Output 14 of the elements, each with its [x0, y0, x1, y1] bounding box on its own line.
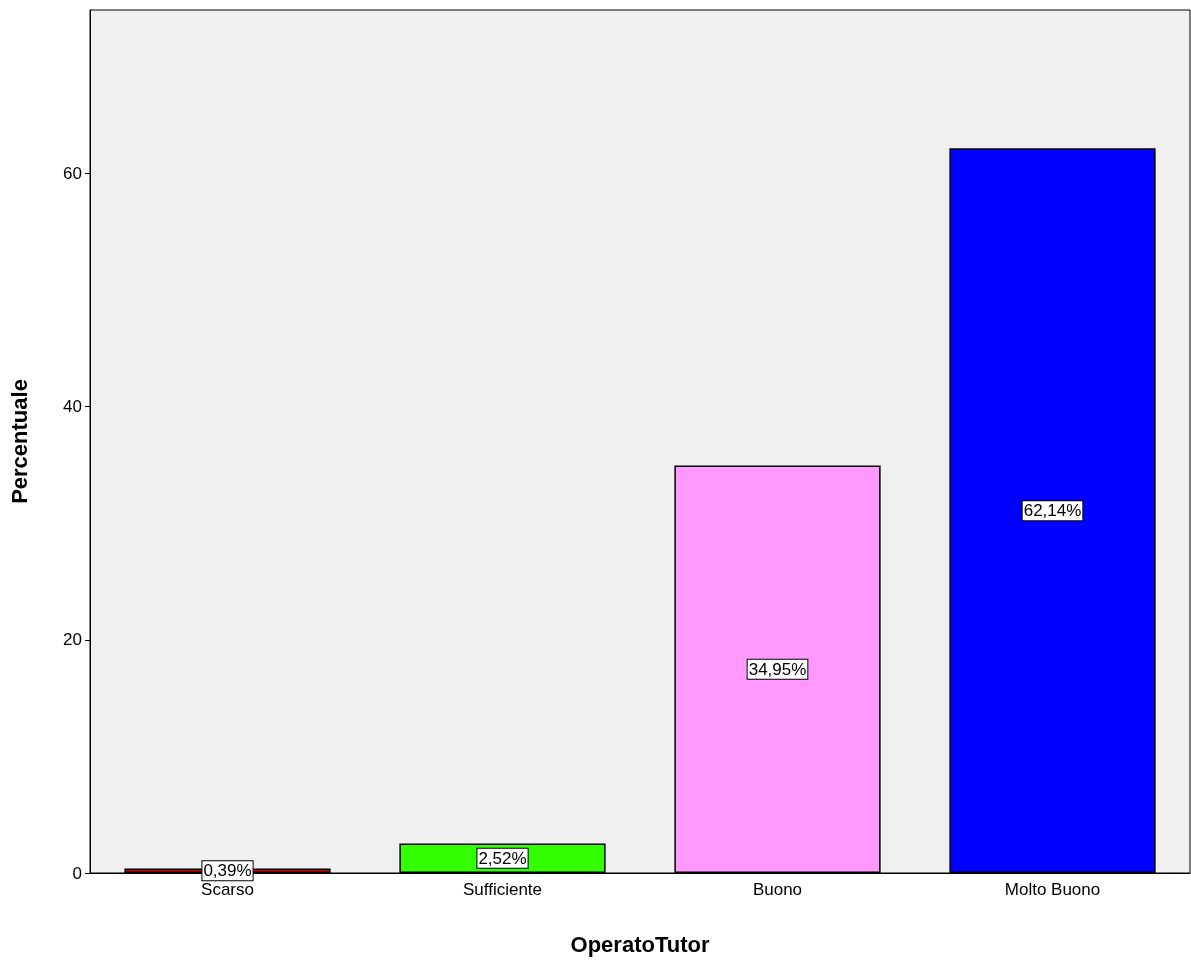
data-label: 0,39% [203, 861, 252, 881]
data-label: 2,52% [478, 848, 527, 868]
y-tick-label: 0 [72, 863, 82, 883]
x-tick-label: Molto Buono [1004, 880, 1101, 899]
data-label: 34,95% [748, 659, 807, 679]
x-tick-label: Scarso [201, 880, 254, 899]
y-axis-title: Percentuale [6, 379, 32, 504]
y-tick-label: 40 [63, 397, 82, 417]
x-tick-label: Buono [752, 880, 803, 899]
data-label: 62,14% [1023, 501, 1082, 521]
x-tick-label: Sufficiente [462, 880, 543, 899]
x-axis-title: OperatoTutor [570, 931, 710, 957]
y-tick-label: 20 [63, 630, 82, 650]
y-tick-label: 60 [63, 163, 82, 183]
